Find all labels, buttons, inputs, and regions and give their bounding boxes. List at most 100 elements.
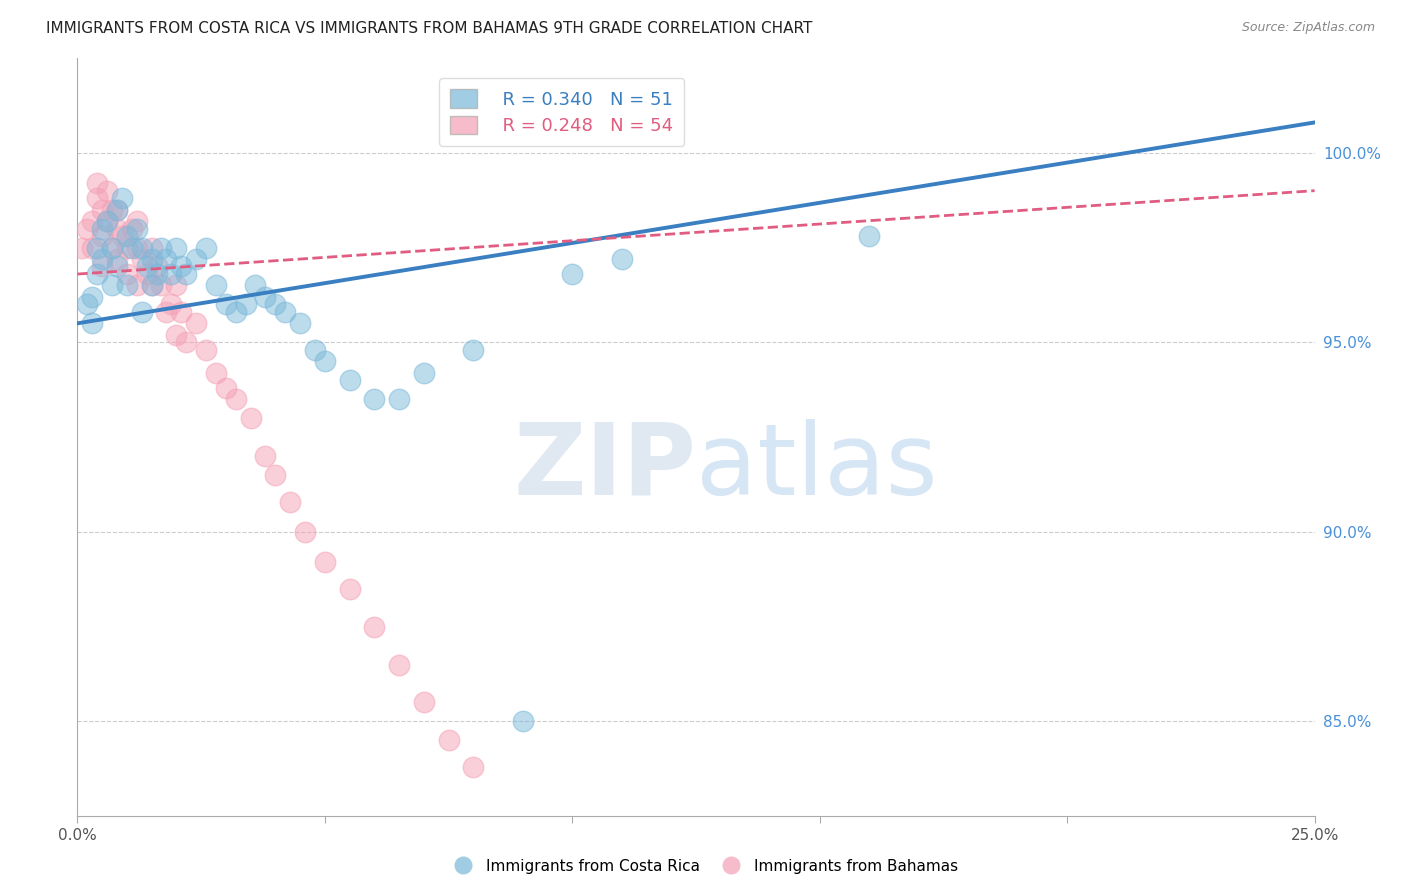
- Point: [463, 760, 485, 774]
- Point: [121, 240, 143, 254]
- Point: [76, 221, 98, 235]
- Point: [437, 733, 460, 747]
- Point: [225, 305, 247, 319]
- Point: [105, 252, 128, 266]
- Point: [141, 278, 163, 293]
- Point: [160, 297, 183, 311]
- Point: [86, 267, 108, 281]
- Point: [314, 555, 336, 569]
- Point: [96, 214, 118, 228]
- Point: [288, 316, 311, 330]
- Point: [512, 714, 534, 729]
- Point: [254, 290, 277, 304]
- Point: [135, 267, 157, 281]
- Point: [86, 191, 108, 205]
- Point: [165, 278, 187, 293]
- Point: [339, 373, 361, 387]
- Point: [205, 366, 228, 380]
- Point: [463, 343, 485, 357]
- Point: [101, 240, 124, 254]
- Point: [160, 267, 183, 281]
- Point: [195, 343, 218, 357]
- Point: [91, 260, 114, 274]
- Point: [96, 184, 118, 198]
- Point: [131, 305, 153, 319]
- Point: [165, 327, 187, 342]
- Point: [101, 240, 124, 254]
- Text: IMMIGRANTS FROM COSTA RICA VS IMMIGRANTS FROM BAHAMAS 9TH GRADE CORRELATION CHAR: IMMIGRANTS FROM COSTA RICA VS IMMIGRANTS…: [46, 21, 813, 36]
- Point: [264, 297, 287, 311]
- Point: [363, 392, 385, 406]
- Point: [91, 202, 114, 217]
- Point: [101, 278, 124, 293]
- Point: [235, 297, 257, 311]
- Point: [96, 214, 118, 228]
- Point: [76, 297, 98, 311]
- Point: [205, 278, 228, 293]
- Point: [155, 305, 177, 319]
- Point: [91, 252, 114, 266]
- Point: [82, 240, 104, 254]
- Point: [388, 657, 411, 672]
- Point: [363, 619, 385, 633]
- Point: [170, 305, 193, 319]
- Point: [294, 524, 316, 539]
- Point: [115, 278, 138, 293]
- Point: [131, 240, 153, 254]
- Point: [150, 278, 173, 293]
- Point: [561, 267, 583, 281]
- Point: [239, 411, 262, 425]
- Point: [115, 229, 138, 244]
- Point: [141, 240, 163, 254]
- Point: [170, 260, 193, 274]
- Point: [858, 229, 880, 244]
- Point: [111, 191, 134, 205]
- Point: [610, 252, 633, 266]
- Point: [388, 392, 411, 406]
- Point: [195, 240, 218, 254]
- Point: [412, 366, 434, 380]
- Point: [125, 214, 148, 228]
- Point: [184, 252, 207, 266]
- Point: [278, 494, 301, 508]
- Legend: Immigrants from Costa Rica, Immigrants from Bahamas: Immigrants from Costa Rica, Immigrants f…: [441, 853, 965, 880]
- Point: [115, 240, 138, 254]
- Point: [125, 240, 148, 254]
- Point: [86, 240, 108, 254]
- Point: [115, 267, 138, 281]
- Point: [82, 214, 104, 228]
- Point: [254, 449, 277, 463]
- Point: [121, 221, 143, 235]
- Point: [215, 297, 238, 311]
- Point: [131, 252, 153, 266]
- Text: atlas: atlas: [696, 419, 938, 516]
- Point: [72, 240, 94, 254]
- Point: [105, 202, 128, 217]
- Point: [105, 202, 128, 217]
- Point: [135, 260, 157, 274]
- Legend:   R = 0.340   N = 51,   R = 0.248   N = 54: R = 0.340 N = 51, R = 0.248 N = 54: [439, 78, 685, 146]
- Point: [304, 343, 326, 357]
- Point: [184, 316, 207, 330]
- Point: [125, 221, 148, 235]
- Point: [150, 240, 173, 254]
- Point: [274, 305, 297, 319]
- Point: [245, 278, 267, 293]
- Point: [141, 278, 163, 293]
- Point: [165, 240, 187, 254]
- Point: [155, 252, 177, 266]
- Point: [225, 392, 247, 406]
- Point: [82, 290, 104, 304]
- Point: [145, 260, 167, 274]
- Text: Source: ZipAtlas.com: Source: ZipAtlas.com: [1241, 21, 1375, 34]
- Point: [105, 260, 128, 274]
- Point: [111, 229, 134, 244]
- Point: [561, 858, 583, 872]
- Point: [412, 695, 434, 709]
- Point: [174, 267, 197, 281]
- Point: [314, 354, 336, 368]
- Point: [82, 316, 104, 330]
- Point: [125, 278, 148, 293]
- Point: [512, 821, 534, 835]
- Point: [145, 267, 167, 281]
